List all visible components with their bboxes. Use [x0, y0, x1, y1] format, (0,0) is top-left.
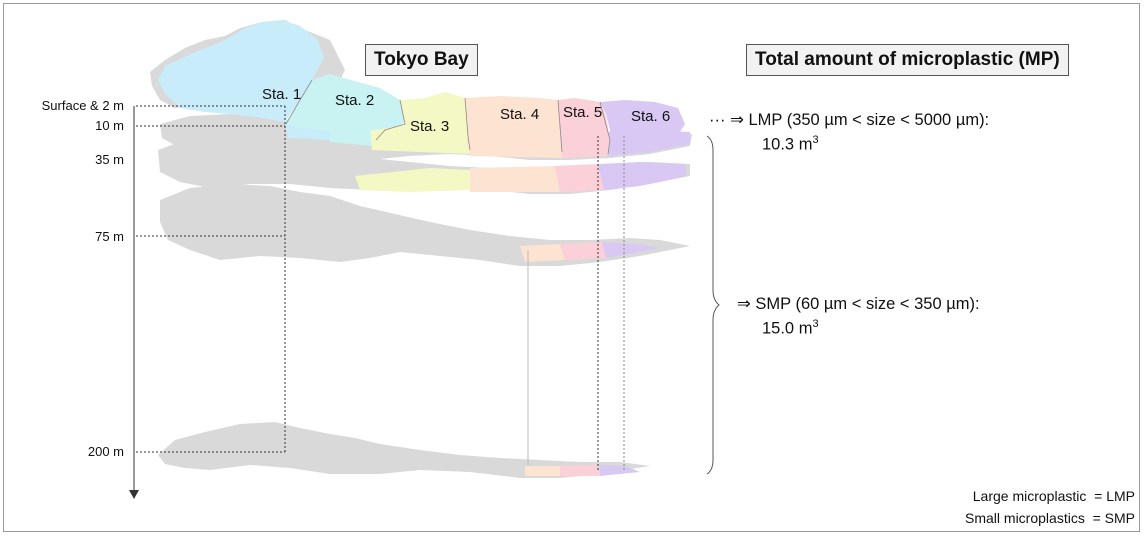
brace-lmp [706, 135, 720, 475]
lmp-unit-exp: 3 [812, 134, 819, 146]
depth-guides [133, 105, 625, 497]
layer-200m [158, 422, 650, 478]
surface-sta3 [376, 92, 470, 152]
depth-label-surface: Surface & 2 m [41, 98, 124, 113]
surface-sta4 [465, 96, 562, 156]
surface-sta6 [600, 100, 685, 150]
depth-label-200m: 200 m [87, 444, 124, 459]
lmp-value-row: 10.3 m3 [762, 134, 819, 155]
depth-label-75m: 75 m [95, 229, 124, 244]
layer-35m-sta5 [555, 164, 604, 192]
lmp-row: ··· ⇒ LMP (350 µm < size < 5000 µm): [709, 110, 989, 130]
station-label-3: Sta. 3 [410, 118, 450, 135]
station-label-6: Sta. 6 [631, 108, 671, 125]
smp-value: 15.0 m [762, 319, 813, 338]
smp-value-row: 15.0 m3 [762, 318, 819, 339]
layer-200m-sta4 [525, 466, 560, 476]
layer-200m-sta6 [600, 465, 640, 476]
surface-sta1 [158, 20, 324, 122]
station-label-4: Sta. 4 [500, 106, 540, 123]
total-mp-title: Total amount of microplastic (MP) [746, 44, 1069, 76]
layer-35m-sta6 [598, 162, 686, 190]
station-label-1: Sta. 1 [262, 86, 302, 103]
lmp-value: 10.3 m [762, 135, 813, 154]
smp-row: ⇒ SMP (60 µm < size < 350 µm): [737, 294, 980, 314]
figure-frame [3, 3, 1140, 532]
depth-label-10m: 10 m [95, 118, 124, 133]
lmp-label: LMP (350 µm < size < 5000 µm): [748, 111, 990, 129]
surface-sta2 [286, 74, 412, 134]
depth-label-35m: 35 m [95, 152, 124, 167]
layer-surface [150, 20, 685, 156]
smp-arrow: ⇒ [737, 295, 751, 313]
depth-axis-arrowhead [129, 490, 139, 499]
legend-lmp: Large microplastic = LMP [972, 488, 1135, 504]
surface-sta5 [558, 98, 610, 156]
station-label-2: Sta. 2 [335, 92, 375, 109]
smp-label: SMP (60 µm < size < 350 µm): [755, 295, 980, 313]
lmp-arrow: ⇒ [730, 111, 744, 129]
station-label-5: Sta. 5 [563, 104, 603, 121]
lmp-dots: ··· [709, 111, 726, 129]
smp-unit-exp: 3 [812, 318, 819, 330]
tokyo-bay-title: Tokyo Bay [365, 44, 478, 76]
layer-75m [160, 184, 690, 266]
layer-75m-sta6 [602, 242, 660, 258]
layer-200m-sta5 [560, 465, 600, 476]
layer-75m-sta5 [560, 242, 606, 260]
layer-35m-sta4 [470, 166, 560, 192]
layer-75m-sta4 [520, 244, 565, 262]
layer-35m-sta3 [355, 168, 470, 192]
legend-smp: Small microplastics = SMP [965, 510, 1135, 526]
